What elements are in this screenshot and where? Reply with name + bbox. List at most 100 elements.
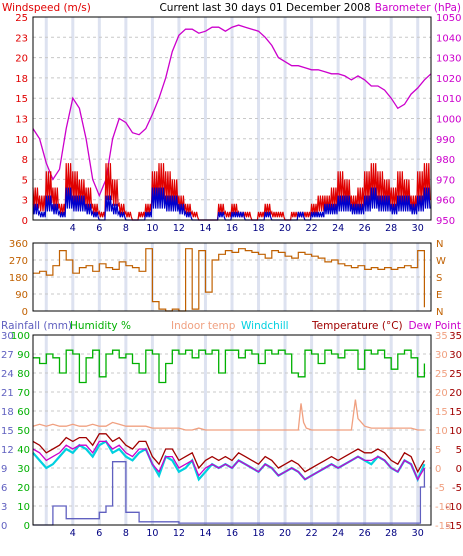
baro-tick-8: 1030 [436, 54, 461, 65]
humidity-tick-9: 90 [17, 350, 30, 361]
wind-tick-7: 18 [15, 74, 28, 85]
rain-tick-6: 18 [1, 407, 14, 418]
temp-tick-b-5: 10 [449, 426, 462, 437]
wind-tick-3: 8 [22, 155, 28, 166]
panel2-left-ticks: 0 90 180 270 360 [9, 239, 28, 318]
panel3-x-ticks: 4 6 8 10 12 14 16 18 20 22 24 26 28 30 [70, 528, 424, 539]
x-tick-18: 18 [252, 528, 264, 539]
panel2-plot-area [32, 242, 432, 312]
x-tick-30: 30 [412, 223, 424, 234]
wind-tick-8: 20 [15, 54, 28, 65]
humidity-tick-1: 10 [17, 502, 30, 513]
x-tick-6: 6 [96, 528, 102, 539]
x-tick-20: 20 [279, 528, 291, 539]
wind-tick-6: 15 [15, 94, 28, 105]
temp-tick-b-0: -15 [446, 521, 462, 532]
x-tick-26: 26 [359, 528, 371, 539]
rain-tick-3: 9 [1, 464, 7, 475]
temp-tick-a-8: 25 [435, 369, 448, 380]
wind-tick-0: 0 [22, 216, 28, 227]
compass-tick-2: S [436, 273, 442, 284]
humidity-tick-2: 20 [17, 483, 30, 494]
x-tick-8: 8 [123, 223, 129, 234]
panel2-series [33, 248, 425, 312]
temp-tick-a-10: 35 [435, 331, 448, 342]
temp-tick-a-6: 15 [435, 407, 448, 418]
wind-tick-4: 10 [15, 135, 28, 146]
panel1-plot-area [32, 16, 432, 221]
compass-tick-4: N [436, 239, 443, 250]
wind-tick-9: 23 [15, 33, 28, 44]
dir-tick-1: 90 [15, 290, 28, 301]
rain-tick-5: 15 [1, 426, 14, 437]
rain-tick-7: 21 [1, 388, 14, 399]
temp-tick-a-5: 10 [435, 426, 448, 437]
x-tick-22: 22 [306, 528, 318, 539]
temp-tick-b-8: 25 [449, 369, 462, 380]
humidity-tick-6: 60 [17, 407, 30, 418]
temp-tick-b-9: 30 [449, 350, 462, 361]
rain-tick-0: 0 [1, 521, 7, 532]
rain-tick-1: 3 [1, 502, 7, 513]
baro-tick-7: 1020 [436, 74, 461, 85]
panel3-humidity-ticks: 0 10 20 30 40 50 60 70 80 90 100 [11, 331, 30, 532]
rain-tick-2: 6 [1, 483, 7, 494]
legend-windchill: Windchill [241, 320, 289, 332]
rain-tick-10: 30 [1, 331, 14, 342]
panel1-border [32, 16, 432, 221]
humidity-line [33, 349, 426, 384]
rainfall-line [33, 461, 426, 526]
temp-tick-b-10: 35 [449, 331, 462, 342]
baro-tick-3: 980 [436, 155, 455, 166]
baro-tick-6: 1010 [436, 94, 461, 105]
temp-tick-b-3: 0 [456, 464, 462, 475]
x-tick-10: 10 [146, 528, 158, 539]
x-tick-24: 24 [332, 223, 344, 234]
panel1-right-axis-label: Barometer (hPa) [375, 2, 461, 14]
temp-tick-b-4: 5 [456, 445, 462, 456]
panel1-right-ticks: 950 960 970 980 990 1000 1010 1020 1030 1040 1050 [436, 13, 461, 227]
x-tick-4: 4 [70, 223, 76, 234]
baro-tick-10: 1050 [436, 13, 461, 24]
temp-tick-a-2: -5 [435, 483, 445, 494]
wind-tick-5: 13 [15, 115, 28, 126]
humidity-tick-0: 0 [24, 521, 30, 532]
x-tick-14: 14 [199, 528, 211, 539]
panel3-border [32, 334, 432, 526]
temp-tick-a-7: 20 [435, 388, 448, 399]
compass-tick-0: N [436, 307, 443, 318]
baro-tick-0: 950 [436, 216, 455, 227]
panel2-border [32, 242, 432, 312]
x-tick-22: 22 [306, 223, 318, 234]
legend-rainfall: Rainfall (mm) [1, 320, 72, 332]
x-tick-10: 10 [146, 223, 158, 234]
temp-tick-b-2: -5 [452, 483, 462, 494]
panel3-rain-ticks: 0 3 6 9 12 15 18 21 24 27 30 [1, 331, 14, 532]
legend-indoor-temp: Indoor temp [171, 320, 236, 332]
panel3-temp-ticks-a: -15 -10 -5 0 5 10 15 20 25 30 35 [435, 331, 451, 532]
x-tick-26: 26 [359, 223, 371, 234]
legend-humidity: Humidity % [70, 320, 131, 332]
compass-tick-1: E [436, 290, 442, 301]
temp-tick-a-1: -10 [435, 502, 451, 513]
x-tick-28: 28 [385, 528, 397, 539]
wind-tick-10: 25 [15, 13, 28, 24]
humidity-tick-3: 30 [17, 464, 30, 475]
temperature-line [32, 433, 425, 474]
legend-temperature: Temperature (°C) [311, 320, 403, 332]
baro-tick-5: 1000 [436, 115, 461, 126]
x-tick-24: 24 [332, 528, 344, 539]
panel1-left-ticks: 0 3 5 8 10 13 15 18 20 23 25 [15, 13, 28, 227]
panel1-x-ticks: 4 6 8 10 12 14 16 18 20 22 24 26 28 30 [70, 223, 424, 234]
x-tick-6: 6 [96, 223, 102, 234]
baro-tick-1: 960 [436, 196, 455, 207]
temp-tick-a-0: -15 [435, 521, 451, 532]
dew-point-line [32, 440, 425, 481]
temp-tick-b-6: 15 [449, 407, 462, 418]
x-tick-30: 30 [412, 528, 424, 539]
temp-tick-a-4: 5 [435, 445, 441, 456]
dir-tick-3: 270 [9, 256, 28, 267]
x-tick-12: 12 [173, 528, 185, 539]
